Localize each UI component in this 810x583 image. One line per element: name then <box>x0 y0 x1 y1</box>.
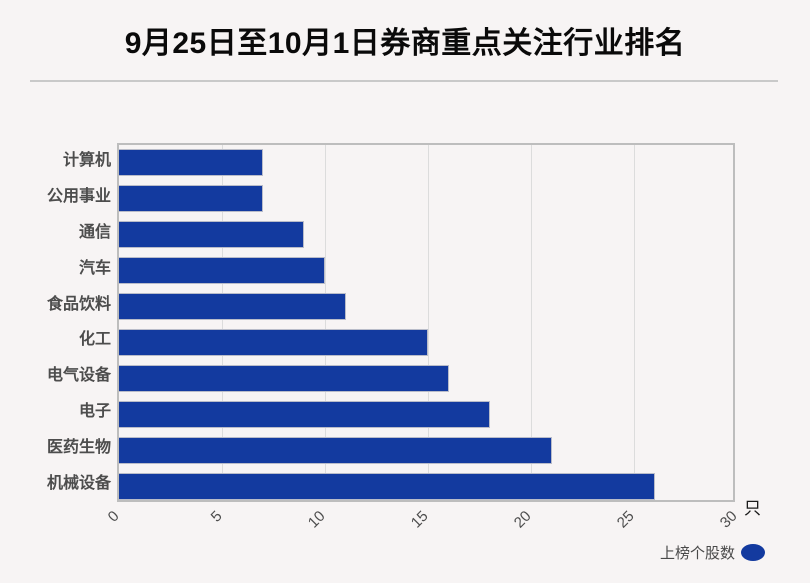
x-tick-label-15: 15 <box>407 507 432 532</box>
category-label-汽车: 汽车 <box>78 259 111 277</box>
x-tick-label-25: 25 <box>613 507 638 532</box>
category-label-公用事业: 公用事业 <box>46 187 111 205</box>
category-label-电气设备: 电气设备 <box>46 367 111 385</box>
x-axis-unit-label: 只 <box>744 499 761 518</box>
gridline-x-15 <box>427 145 429 500</box>
x-tick-label-5: 5 <box>207 507 226 526</box>
bar-食品饮料 <box>119 293 346 321</box>
category-label-计算机: 计算机 <box>62 151 111 169</box>
x-tick-label-20: 20 <box>510 507 535 532</box>
bar-公用事业 <box>119 185 264 213</box>
bar-化工 <box>119 328 428 356</box>
bar-电子 <box>119 400 490 428</box>
plot-area <box>117 143 735 502</box>
bar-机械设备 <box>119 472 655 500</box>
legend: 上榜个股数 <box>660 542 766 563</box>
title-divider <box>30 80 778 82</box>
x-tick-label-0: 0 <box>104 507 123 526</box>
bar-通信 <box>119 221 305 249</box>
bar-计算机 <box>119 149 264 177</box>
category-label-通信: 通信 <box>78 223 111 241</box>
bar-汽车 <box>119 257 325 285</box>
bar-电气设备 <box>119 364 449 392</box>
legend-swatch-circle-icon <box>741 544 766 561</box>
x-tick-label-10: 10 <box>304 507 329 532</box>
legend-label: 上榜个股数 <box>660 545 736 562</box>
gridline-x-25 <box>633 145 635 500</box>
category-label-电子: 电子 <box>78 403 111 421</box>
gridline-x-5 <box>221 145 223 500</box>
category-label-食品饮料: 食品饮料 <box>46 295 111 313</box>
category-label-机械设备: 机械设备 <box>46 475 111 493</box>
bar-医药生物 <box>119 436 552 464</box>
chart-title: 9月25日至10月1日券商重点关注行业排名 <box>124 27 686 60</box>
category-label-医药生物: 医药生物 <box>46 439 111 457</box>
category-label-化工: 化工 <box>78 331 111 349</box>
gridline-x-10 <box>324 145 326 500</box>
gridline-x-20 <box>530 145 532 500</box>
